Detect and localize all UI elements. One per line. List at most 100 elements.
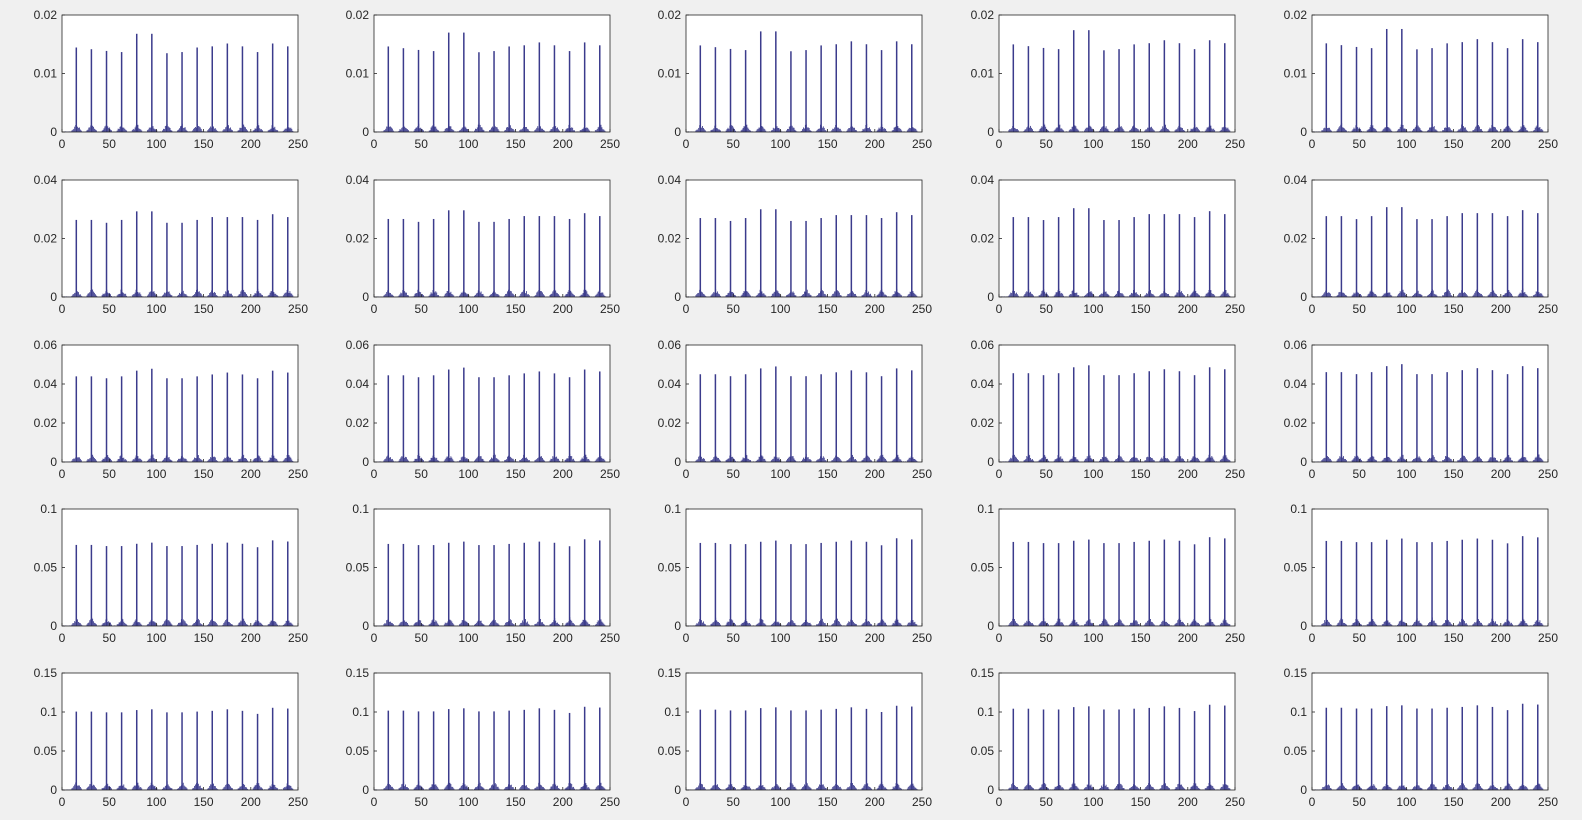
histogram-bin	[1511, 130, 1513, 132]
histogram-bin	[467, 459, 469, 462]
histogram-bin	[1130, 294, 1132, 297]
histogram-bin	[526, 128, 528, 132]
histogram-bin	[912, 457, 914, 462]
histogram-bin	[1177, 127, 1179, 132]
histogram-bin	[833, 458, 835, 462]
histogram-bin	[385, 623, 387, 626]
histogram-bin	[566, 128, 568, 132]
y-tick-label: 0.04	[971, 377, 995, 391]
histogram-bin	[1497, 130, 1498, 132]
histogram-bin	[117, 459, 119, 462]
histogram-bin	[1084, 128, 1086, 132]
histogram-bin	[788, 456, 790, 462]
histogram-bin	[133, 294, 135, 297]
histogram-spike	[151, 33, 153, 132]
histogram-bin	[247, 130, 248, 132]
y-tick-label: 0.02	[658, 232, 682, 246]
histogram-bin	[490, 622, 491, 626]
histogram-spike	[387, 46, 390, 132]
histogram-bin	[1509, 291, 1511, 297]
histogram-bin	[509, 619, 511, 626]
histogram-bin	[277, 130, 279, 132]
histogram-bin	[801, 130, 803, 132]
histogram-bin	[252, 460, 254, 462]
histogram-bin	[467, 128, 469, 132]
histogram-bin	[406, 457, 407, 462]
histogram-bin	[1389, 292, 1391, 297]
histogram-bin	[697, 459, 699, 462]
histogram-bin	[285, 457, 287, 462]
histogram-bin	[474, 460, 475, 462]
histogram-bin	[1429, 293, 1430, 297]
histogram-bin	[253, 458, 255, 462]
histogram-bin	[171, 130, 173, 132]
histogram-bin	[716, 292, 718, 297]
histogram-bin	[152, 126, 154, 132]
histogram-bin	[734, 622, 735, 626]
histogram-bin	[505, 129, 507, 132]
histogram-bin	[755, 130, 757, 132]
histogram-bin	[93, 621, 94, 626]
histogram-bin	[79, 294, 81, 297]
histogram-bin	[786, 130, 787, 132]
histogram-bin	[704, 130, 706, 132]
histogram-bin	[496, 293, 498, 297]
histogram-bin	[594, 295, 596, 297]
histogram-bin	[1508, 455, 1510, 462]
histogram-bin	[422, 294, 423, 297]
histogram-bin	[1039, 295, 1041, 297]
histogram-bin	[1405, 129, 1407, 132]
histogram-bin	[290, 293, 292, 297]
histogram-bin	[1089, 455, 1091, 462]
histogram-bin	[806, 621, 808, 626]
histogram-bin	[535, 294, 537, 297]
histogram-bin	[719, 129, 720, 132]
histogram-bin	[837, 620, 839, 626]
histogram-bin	[87, 458, 89, 462]
histogram-bin	[900, 459, 902, 462]
histogram-bin	[178, 294, 179, 297]
histogram-bin	[912, 127, 914, 132]
histogram-bin	[163, 129, 165, 132]
histogram-bin	[274, 457, 276, 462]
histogram-bin	[582, 458, 584, 462]
histogram-bin	[1192, 291, 1194, 297]
histogram-bin	[728, 458, 730, 462]
histogram-bin	[802, 623, 803, 626]
histogram-bin	[421, 294, 423, 297]
histogram-bin	[476, 127, 478, 132]
histogram-bin	[1029, 292, 1031, 297]
histogram-spike	[493, 221, 495, 297]
histogram-bin	[1162, 458, 1164, 462]
histogram-bin	[1398, 458, 1400, 462]
histogram-bin	[1206, 458, 1208, 462]
histogram-bin	[1107, 129, 1109, 132]
histogram-bin	[716, 620, 718, 626]
histogram-bin	[1150, 290, 1151, 297]
histogram-bin	[214, 128, 216, 132]
histogram-bin	[1339, 456, 1341, 462]
histogram-bin	[276, 623, 278, 626]
histogram-bin	[445, 623, 447, 626]
histogram-bin	[1198, 294, 1200, 297]
histogram-bin	[86, 295, 88, 297]
histogram-bin	[1406, 460, 1408, 462]
histogram-bin	[434, 126, 436, 132]
histogram-bin	[1055, 459, 1057, 462]
x-tick-label: 200	[865, 302, 885, 316]
histogram-bin	[1327, 292, 1328, 297]
histogram-bin	[102, 129, 104, 132]
histogram-bin	[437, 129, 439, 132]
histogram-bin	[291, 623, 293, 626]
histogram-bin	[549, 624, 551, 626]
histogram-bin	[572, 127, 574, 132]
histogram-bin	[1212, 293, 1214, 297]
histogram-bin	[718, 622, 719, 626]
histogram-spike	[256, 547, 259, 626]
histogram-bin	[718, 129, 719, 132]
histogram-spike	[1012, 217, 1015, 297]
histogram-bin	[1496, 294, 1497, 297]
histogram-bin	[201, 624, 203, 626]
histogram-bin	[179, 458, 180, 462]
